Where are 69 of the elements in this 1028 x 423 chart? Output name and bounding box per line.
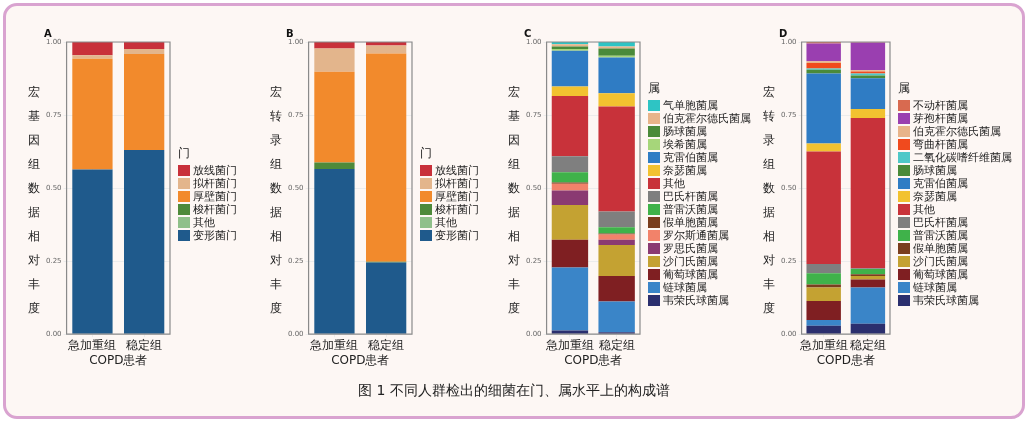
- legend-label: 放线菌门: [435, 162, 479, 178]
- legend-label: 气单胞菌属: [663, 97, 718, 113]
- chart-title: A: [44, 27, 52, 39]
- legend-label: 芽孢杆菌属: [913, 111, 968, 126]
- legend-label: 韦荣氏球菌属: [913, 293, 979, 308]
- legend-label: 变形菌门: [193, 228, 237, 243]
- caption: 图 1 不同人群检出的细菌在门、属水平上的构成谱: [357, 382, 671, 400]
- legend-label: 沙门氏菌属: [913, 254, 968, 269]
- legend-label: 其他: [193, 215, 215, 230]
- legend-label: 厚壁菌门: [193, 189, 237, 204]
- legend-label: 罗思氏菌属: [663, 241, 718, 256]
- legend-label: 二氧化碳嗜纤维菌属: [913, 150, 1012, 165]
- legend-label: 梭杆菌门: [193, 202, 237, 217]
- legend-title: 门: [178, 144, 191, 162]
- legend-label: 罗尔斯通菌属: [663, 228, 729, 243]
- legend-label: 肠球菌属: [663, 124, 707, 139]
- x-tick-label: 稳定组: [126, 337, 163, 352]
- legend-title: 属: [898, 79, 911, 97]
- legend-label: 巴氏杆菌属: [663, 189, 718, 203]
- legend-label: 沙门氏菌属: [663, 254, 718, 269]
- legend-label: 普雷沃菌属: [663, 202, 718, 217]
- legend-label: 其他: [913, 202, 935, 217]
- x-axis-title: COPD患者: [89, 352, 148, 367]
- legend-label: 其他: [663, 176, 685, 191]
- legend-label: 假单胞菌属: [663, 215, 718, 230]
- x-tick-label: 急加重组: [67, 337, 117, 352]
- legend-label: 奈瑟菌属: [913, 189, 957, 204]
- x-tick-label: 稳定组: [849, 337, 886, 352]
- legend-label: 奈瑟菌属: [663, 163, 707, 178]
- legend-label: 肠球菌属: [913, 163, 957, 178]
- legend-label: 其他: [435, 215, 457, 230]
- legend-title: 属: [648, 79, 661, 97]
- text: 宏转录组数据相对丰度: [763, 85, 775, 315]
- legend-label: 变形菌门: [435, 228, 479, 243]
- x-tick-label: 急加重组: [309, 337, 359, 352]
- legend-label: 葡萄球菌属: [913, 267, 968, 282]
- legend-label: 葡萄球菌属: [663, 267, 718, 282]
- legend-label: 伯克霍尔德氏菌属: [663, 111, 751, 126]
- x-tick-label: 急加重组: [798, 337, 848, 352]
- legend-label: 克雷伯菌属: [913, 176, 968, 191]
- x-tick-label: 稳定组: [368, 337, 405, 352]
- text: 宏基因组数据相对丰度: [508, 85, 520, 315]
- x-tick-label: 稳定组: [598, 337, 635, 352]
- legend-label: 梭杆菌门: [435, 202, 479, 217]
- legend-label: 巴氏杆菌属: [913, 215, 968, 229]
- legend-label: 链球菌属: [913, 280, 957, 295]
- legend-label: 不动杆菌属: [913, 97, 968, 113]
- chart-title: D: [779, 27, 788, 39]
- legend-label: 韦荣氏球菌属: [663, 293, 729, 308]
- legend-title: 门: [420, 144, 433, 162]
- chart-title: B: [286, 27, 294, 39]
- x-axis-title: COPD患者: [816, 352, 875, 367]
- text: 宏基因组数据相对丰度: [28, 85, 40, 315]
- chart-title: C: [524, 27, 532, 39]
- x-axis-title: COPD患者: [331, 352, 390, 367]
- legend-label: 伯克霍尔德氏菌属: [913, 124, 1001, 139]
- legend-label: 链球菌属: [663, 280, 707, 295]
- legend-label: 埃希菌属: [663, 137, 707, 152]
- legend-label: 假单胞菌属: [913, 241, 968, 256]
- legend-label: 放线菌门: [193, 162, 237, 178]
- legend-label: 拟杆菌门: [193, 176, 237, 191]
- legend-label: 拟杆菌门: [435, 176, 479, 191]
- legend-label: 克雷伯菌属: [663, 150, 718, 165]
- legend-label: 弯曲杆菌属: [913, 137, 968, 152]
- x-tick-label: 急加重组: [544, 337, 594, 352]
- legend-label: 厚壁菌门: [435, 189, 479, 204]
- legend-label: 普雷沃菌属: [913, 228, 968, 243]
- x-axis-title: COPD患者: [564, 352, 623, 367]
- text: 宏转录组数据相对丰度: [270, 85, 282, 315]
